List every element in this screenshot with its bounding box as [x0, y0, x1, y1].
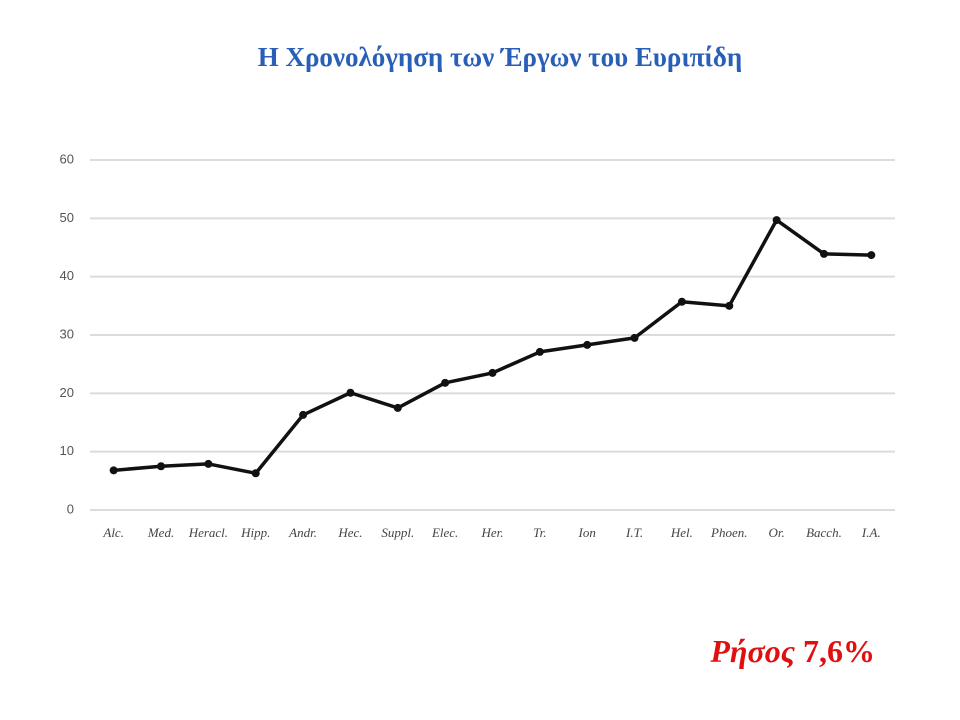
x-tick-label: Tr.	[533, 525, 546, 540]
x-tick-label: Heracl.	[188, 525, 228, 540]
y-tick-label: 10	[60, 443, 74, 458]
data-point	[393, 403, 402, 412]
y-tick-label: 30	[60, 326, 74, 341]
x-tick-label: Med.	[147, 525, 174, 540]
data-point	[204, 459, 213, 468]
x-tick-label: Elec.	[431, 525, 458, 540]
x-tick-label: Andr.	[288, 525, 317, 540]
data-point	[819, 249, 828, 258]
x-tick-label: Phoen.	[710, 525, 747, 540]
y-tick-label: 0	[67, 501, 74, 516]
x-tick-label: I.T.	[625, 525, 643, 540]
annotation-value: 7,6%	[803, 633, 875, 669]
x-tick-label: I.A.	[861, 525, 881, 540]
data-point	[299, 410, 308, 419]
annotation-name: Ρήσος	[709, 633, 795, 669]
data-point	[677, 297, 686, 306]
data-point	[441, 378, 450, 387]
data-point	[346, 388, 355, 397]
data-point	[725, 301, 734, 310]
data-point	[157, 462, 166, 471]
data-point	[488, 368, 497, 377]
x-tick-label: Ion	[578, 525, 596, 540]
annotation: Ρήσος 7,6%	[709, 633, 875, 669]
x-tick-label: Suppl.	[381, 525, 414, 540]
y-tick-label: 50	[60, 210, 74, 225]
y-tick-label: 40	[60, 268, 74, 283]
x-tick-label: Hel.	[670, 525, 693, 540]
data-point	[583, 340, 592, 349]
data-point	[251, 469, 260, 478]
x-tick-label: Alc.	[102, 525, 124, 540]
data-point	[535, 347, 544, 356]
x-tick-label: Or.	[768, 525, 784, 540]
data-point	[772, 216, 781, 225]
y-tick-label: 20	[60, 385, 74, 400]
data-line	[113, 218, 872, 475]
data-point	[630, 333, 639, 342]
x-tick-label: Hec.	[337, 525, 362, 540]
x-tick-label: Bacch.	[806, 525, 842, 540]
data-point	[109, 466, 118, 475]
data-point	[867, 251, 876, 260]
y-tick-label: 60	[60, 151, 74, 166]
x-tick-label: Hipp.	[240, 525, 270, 540]
chart-title: Η Χρονολόγηση των Έργων του Ευριπίδη	[258, 42, 743, 72]
x-tick-label: Her.	[480, 525, 503, 540]
